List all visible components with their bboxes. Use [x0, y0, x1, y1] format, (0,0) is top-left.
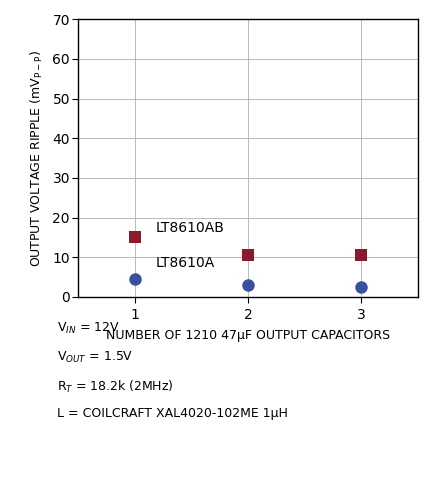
Text: LT8610AB: LT8610AB: [155, 220, 224, 235]
Text: R$_{T}$ = 18.2k (2MHz): R$_{T}$ = 18.2k (2MHz): [56, 378, 173, 395]
Text: V$_{IN}$ = 12V: V$_{IN}$ = 12V: [56, 321, 119, 336]
Y-axis label: OUTPUT VOLTAGE RIPPLE (mV$\mathregular{_{P-P}}$): OUTPUT VOLTAGE RIPPLE (mV$\mathregular{_…: [29, 50, 45, 266]
Text: LT8610A: LT8610A: [155, 256, 214, 270]
X-axis label: NUMBER OF 1210 47μF OUTPUT CAPACITORS: NUMBER OF 1210 47μF OUTPUT CAPACITORS: [105, 329, 389, 342]
Text: V$_{OUT}$ = 1.5V: V$_{OUT}$ = 1.5V: [56, 350, 133, 365]
Text: L = COILCRAFT XAL4020-102ME 1μH: L = COILCRAFT XAL4020-102ME 1μH: [56, 407, 287, 420]
